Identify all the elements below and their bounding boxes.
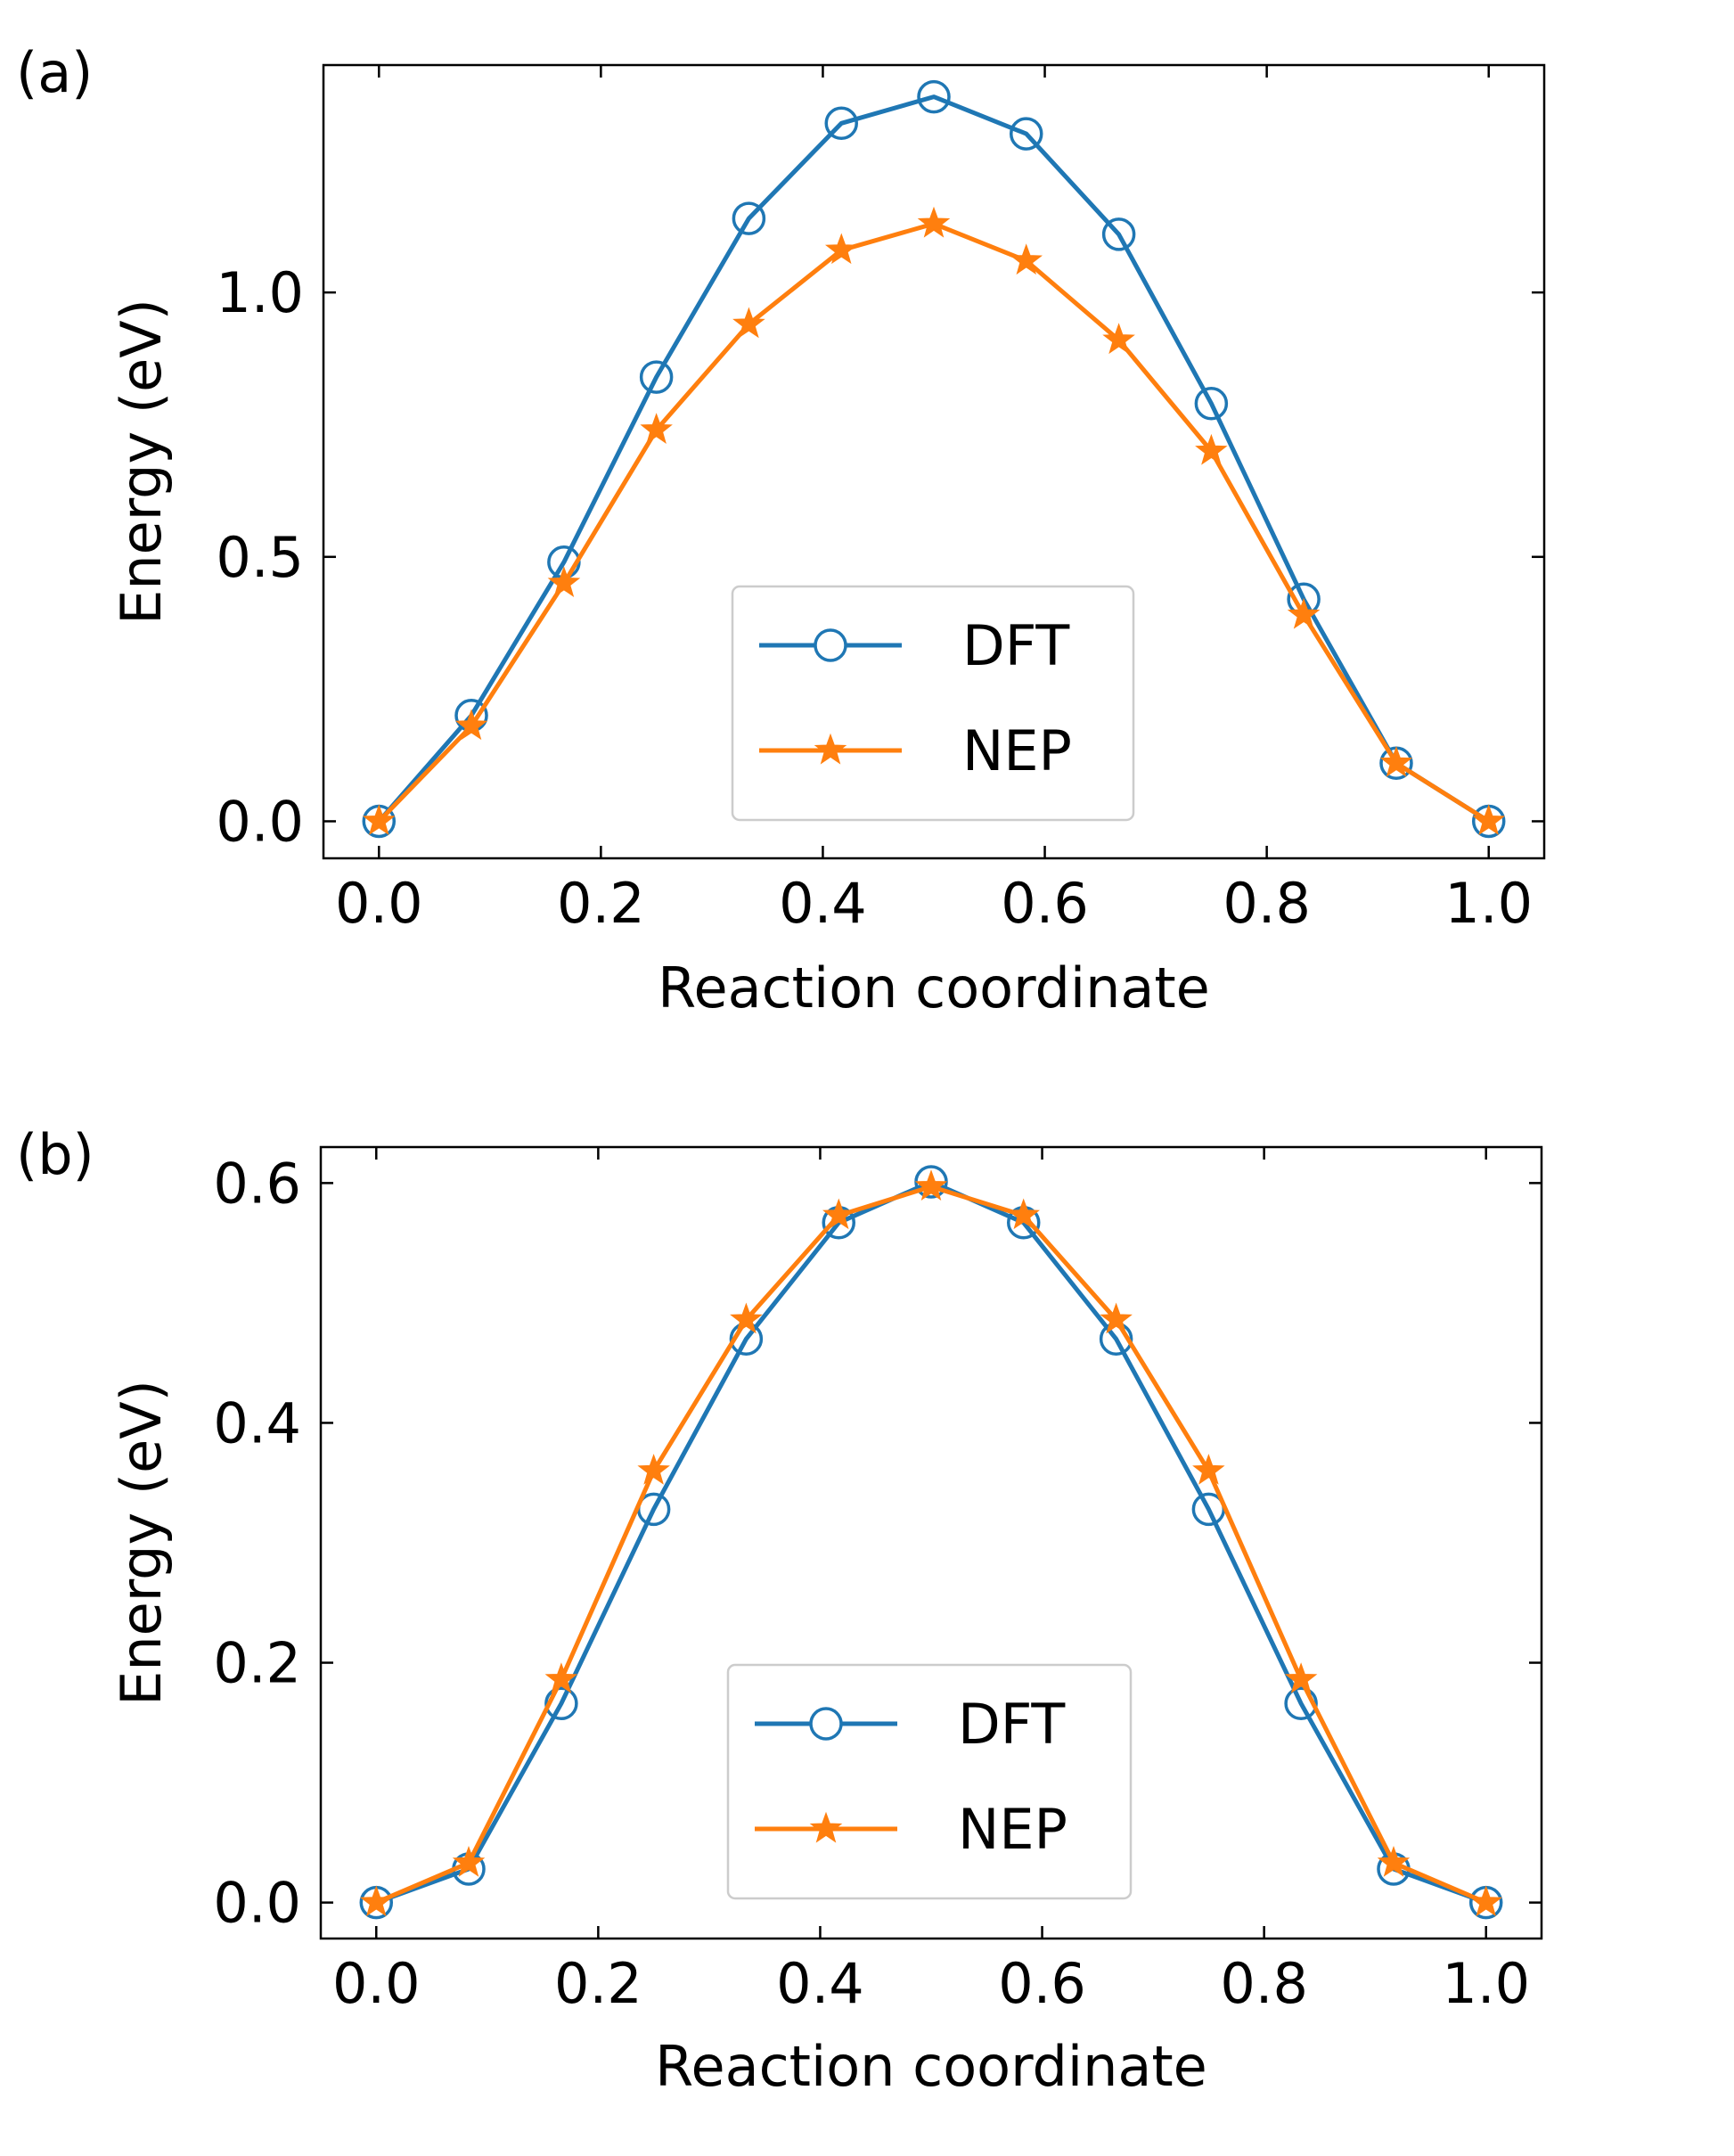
data-point: [1194, 386, 1229, 421]
legend-box: [726, 1663, 1133, 1900]
data-point: [1102, 323, 1135, 355]
legend-entry-nep: NEP: [759, 718, 1072, 783]
x-tick-label: 0.0: [335, 871, 423, 936]
x-tick-label: 0.0: [332, 1951, 421, 2016]
data-point: [544, 1686, 578, 1721]
x-tick-label: 0.2: [557, 871, 645, 936]
data-point: [363, 804, 396, 835]
data-point: [452, 1845, 486, 1877]
data-point: [1195, 433, 1228, 465]
y-axis-label: Energy (eV): [109, 299, 174, 625]
x-tick-label: 0.2: [554, 1951, 642, 2016]
x-tick-label: 0.6: [998, 1951, 1086, 2016]
data-point: [1379, 746, 1413, 777]
legend-entry-dft: DFT: [759, 613, 1070, 678]
y-tick-label: 0.0: [216, 789, 304, 854]
data-point: [825, 233, 858, 265]
data-point: [914, 1169, 948, 1201]
x-tick-label: 1.0: [1444, 871, 1533, 936]
x-tick-label: 0.4: [779, 871, 867, 936]
y-tick-label: 0.2: [213, 1631, 301, 1696]
data-point: [544, 1662, 578, 1693]
legend-label: NEP: [958, 1797, 1067, 1862]
plot-frame: [322, 63, 1546, 860]
data-point: [1192, 1454, 1225, 1485]
legend-label: DFT: [962, 613, 1070, 678]
panel-label: (a): [16, 40, 93, 105]
data-point: [1469, 1885, 1502, 1917]
data-point: [547, 566, 581, 597]
x-tick-label: 0.6: [1001, 871, 1089, 936]
data-point: [1284, 1686, 1318, 1721]
legend-label: DFT: [958, 1692, 1066, 1757]
panel-label: (b): [16, 1122, 94, 1187]
legend-box: [731, 585, 1135, 822]
x-tick-label: 0.4: [776, 1951, 864, 2016]
legend-marker: [809, 1811, 843, 1843]
data-point: [1010, 243, 1043, 275]
data-point: [1100, 1302, 1133, 1334]
data-point: [822, 1198, 855, 1230]
data-point: [917, 206, 951, 238]
data-point: [917, 79, 951, 114]
series-nep: [360, 1169, 1502, 1917]
legend-marker: [809, 1707, 843, 1741]
x-tick-label: 0.8: [1223, 871, 1311, 936]
panel-b: (b) 0.0 0.2 0.4 0.6 0.8 1.0 0.0 0.2 0.4 0.6 React…: [16, 1122, 1543, 2099]
data-point: [1472, 804, 1505, 835]
legend-entry-nep: NEP: [755, 1797, 1067, 1862]
legend: DFT NEP: [731, 585, 1135, 822]
x-tick-label: 0.8: [1220, 1951, 1308, 2016]
legend-label: NEP: [962, 718, 1072, 783]
y-tick-label: 0.5: [216, 525, 304, 590]
y-tick-label: 0.6: [213, 1151, 301, 1216]
plot-frame: [319, 1145, 1543, 1940]
data-point: [360, 1885, 393, 1917]
y-axis-label: Energy (eV): [109, 1380, 174, 1706]
data-point: [732, 201, 766, 235]
legend-marker: [814, 628, 847, 662]
series-nep: [363, 206, 1505, 835]
data-point: [1009, 117, 1043, 151]
legend-entry-dft: DFT: [755, 1692, 1066, 1757]
y-tick-label: 0.4: [213, 1390, 301, 1455]
x-axis-label: Reaction coordinate: [655, 2034, 1207, 2099]
data-point: [639, 360, 674, 394]
data-point: [1287, 597, 1321, 629]
panel-a: (a) 0.0 0.2 0.4 0.6 0.8 1.0 0.0 0.5 1.0 Reaction…: [16, 40, 1546, 1021]
y-tick-label: 1.0: [216, 260, 304, 325]
data-point: [637, 1454, 670, 1485]
data-point: [1284, 1662, 1318, 1693]
data-point: [640, 413, 673, 444]
data-point: [1007, 1198, 1040, 1230]
data-point: [824, 106, 859, 141]
legend-marker: [814, 733, 847, 765]
legend: DFT NEP: [726, 1663, 1133, 1900]
data-point: [454, 709, 488, 741]
data-point: [1377, 1845, 1411, 1877]
data-point: [1101, 217, 1136, 251]
x-axis-label: Reaction coordinate: [658, 955, 1210, 1021]
data-point: [730, 1302, 763, 1334]
x-tick-label: 1.0: [1442, 1951, 1530, 2016]
data-point: [732, 307, 765, 339]
y-tick-label: 0.0: [213, 1871, 301, 1936]
